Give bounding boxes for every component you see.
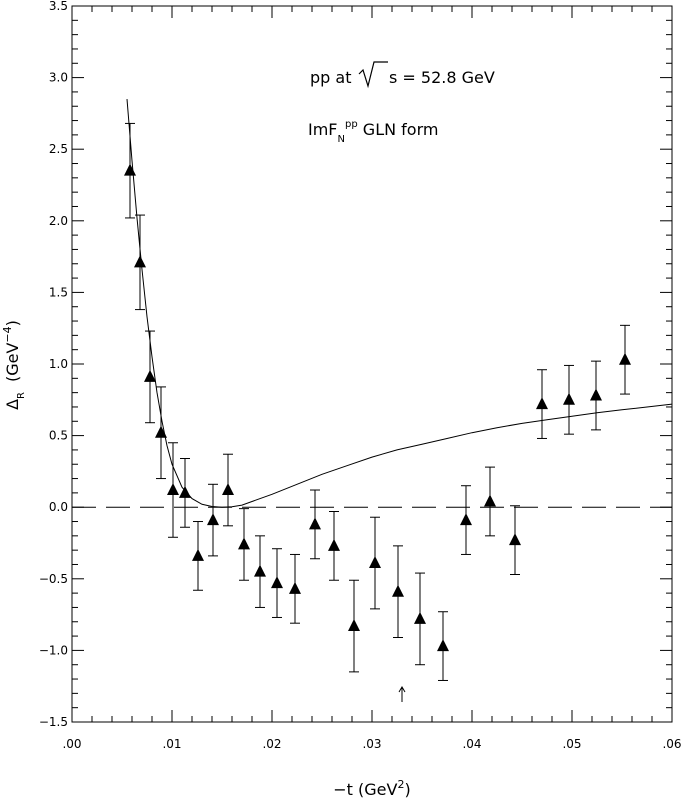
triangle-marker bbox=[134, 255, 146, 268]
x-tick-label: .00 bbox=[62, 737, 81, 751]
y-tick-label: 2.0 bbox=[49, 214, 68, 228]
x-axis-title: −t (GeV2) bbox=[333, 778, 410, 799]
annotation-line2-sub: N bbox=[338, 134, 345, 145]
annotation-line2-sup: pp bbox=[345, 119, 358, 130]
data-point bbox=[238, 508, 250, 581]
data-point bbox=[563, 364, 575, 435]
data-point bbox=[348, 579, 360, 673]
annotation-line2-prefix: ImF bbox=[308, 120, 338, 139]
x-axis-title-suffix: ) bbox=[404, 780, 410, 799]
triangle-marker bbox=[536, 397, 548, 410]
annotation-line2: ImFNpp GLN form bbox=[308, 119, 438, 145]
y-tick-label: −1.5 bbox=[39, 715, 68, 729]
data-point bbox=[124, 122, 136, 219]
y-tick-label: 2.5 bbox=[49, 142, 68, 156]
triangle-marker bbox=[484, 494, 496, 507]
y-tick-label: −0.5 bbox=[39, 572, 68, 586]
plot-frame bbox=[71, 5, 673, 723]
y-tick-label: 0.0 bbox=[49, 500, 68, 514]
triangle-marker bbox=[192, 548, 204, 561]
triangle-marker bbox=[460, 513, 472, 526]
y-axis-title-main: Δ bbox=[3, 399, 22, 410]
annotation-line2-suffix: GLN form bbox=[358, 120, 439, 139]
annotation-line1: pp at bbox=[310, 68, 351, 87]
y-tick-label: 1.0 bbox=[49, 357, 68, 371]
triangle-marker bbox=[437, 639, 449, 652]
data-point bbox=[192, 521, 204, 591]
data-point bbox=[222, 453, 234, 527]
x-axis-title-sup: 2 bbox=[397, 778, 404, 791]
data-point bbox=[144, 330, 156, 424]
data-points bbox=[124, 122, 631, 681]
annotation-line1-suffix: s = 52.8 GeV bbox=[389, 68, 495, 87]
y-axis-title: ΔR (GeV−4) bbox=[1, 320, 27, 410]
triangle-marker bbox=[289, 581, 301, 594]
y-tick-label: −1.0 bbox=[39, 643, 68, 657]
triangle-marker bbox=[155, 425, 167, 438]
arrow-marker bbox=[398, 686, 406, 702]
data-point bbox=[369, 516, 381, 610]
x-tick-label: .01 bbox=[162, 737, 181, 751]
x-tick-label: .05 bbox=[562, 737, 581, 751]
y-axis-title-suffix: ) bbox=[3, 320, 22, 326]
triangle-marker bbox=[414, 611, 426, 624]
data-point bbox=[590, 360, 602, 431]
data-point bbox=[437, 611, 449, 681]
data-point bbox=[509, 505, 521, 576]
data-point bbox=[536, 369, 548, 439]
triangle-marker bbox=[167, 483, 179, 496]
x-tick-label: .03 bbox=[362, 737, 381, 751]
x-axis-title-prefix: −t (GeV bbox=[333, 780, 397, 799]
triangle-marker bbox=[619, 352, 631, 365]
data-point bbox=[179, 458, 191, 528]
y-axis-title-sup: −4 bbox=[1, 326, 14, 342]
y-tick-label: 1.5 bbox=[49, 285, 68, 299]
triangle-marker bbox=[348, 619, 360, 632]
y-tick-label: 0.5 bbox=[49, 429, 68, 443]
triangle-marker bbox=[124, 163, 136, 176]
x-tick-label: .02 bbox=[262, 737, 281, 751]
triangle-marker bbox=[309, 517, 321, 530]
triangle-marker bbox=[271, 576, 283, 589]
y-tick-label: 3.0 bbox=[49, 71, 68, 85]
triangle-marker bbox=[509, 533, 521, 546]
triangle-marker bbox=[590, 388, 602, 401]
data-point bbox=[271, 548, 283, 618]
data-point bbox=[207, 483, 219, 557]
triangle-marker bbox=[238, 537, 250, 550]
model-curve bbox=[126, 99, 673, 508]
data-point bbox=[328, 510, 340, 581]
data-point bbox=[460, 485, 472, 555]
data-point bbox=[289, 553, 301, 624]
axis-ticks bbox=[71, 5, 673, 723]
triangle-marker bbox=[222, 483, 234, 496]
axis-tick-labels: −1.5 −1.0 −0.5 0.0 0.5 1.0 1.5 2.0 2.5 3.0 3.5 .00.… bbox=[39, 0, 682, 751]
annotation-line1-prefix: pp at bbox=[310, 68, 351, 87]
triangle-marker bbox=[144, 369, 156, 382]
data-point bbox=[167, 442, 179, 538]
triangle-marker bbox=[179, 485, 191, 498]
triangle-marker bbox=[563, 392, 575, 405]
data-point bbox=[619, 324, 631, 395]
arrow-head bbox=[398, 686, 406, 693]
data-point bbox=[155, 386, 167, 480]
triangle-marker bbox=[369, 556, 381, 569]
sqrt-symbol bbox=[358, 61, 388, 89]
y-axis-title-sub: R bbox=[16, 392, 27, 399]
triangle-marker bbox=[254, 564, 266, 577]
y-tick-label: 3.5 bbox=[49, 0, 68, 13]
y-axis-title-prefix: (GeV bbox=[3, 343, 22, 382]
triangle-marker bbox=[392, 584, 404, 597]
data-point bbox=[254, 535, 266, 608]
data-point bbox=[392, 545, 404, 639]
x-tick-label: .06 bbox=[662, 737, 681, 751]
triangle-marker bbox=[328, 538, 340, 551]
data-point bbox=[134, 214, 146, 311]
x-tick-label: .04 bbox=[462, 737, 481, 751]
triangle-marker bbox=[207, 513, 219, 526]
data-point bbox=[414, 572, 426, 666]
data-point bbox=[484, 466, 496, 537]
data-point bbox=[309, 489, 321, 560]
